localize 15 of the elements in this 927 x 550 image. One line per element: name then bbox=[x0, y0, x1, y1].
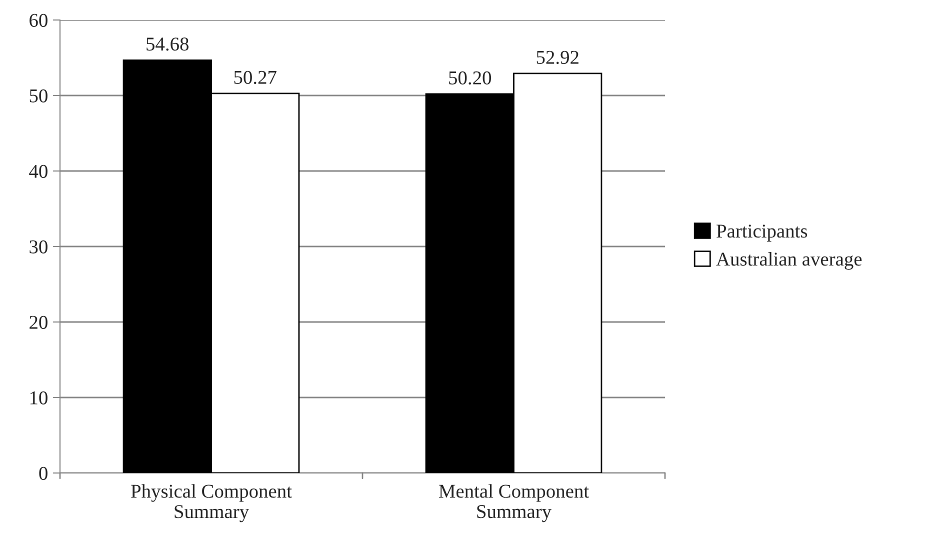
data-label: 52.92 bbox=[536, 50, 578, 64]
y-tick-label: 50 bbox=[30, 89, 48, 102]
y-tick-label: 60 bbox=[30, 14, 48, 27]
y-tick-label: 30 bbox=[30, 240, 48, 254]
legend-label: Participants bbox=[716, 224, 808, 242]
data-label: 54.68 bbox=[146, 38, 189, 51]
x-tick-label: Mental Component Summary bbox=[438, 484, 589, 522]
y-tick-label: 0 bbox=[39, 466, 48, 480]
x-tick-label: Physical Component Summary bbox=[131, 484, 292, 522]
y-tick-label: 40 bbox=[29, 164, 48, 178]
data-label: 50.20 bbox=[449, 71, 492, 85]
y-tick-label: 20 bbox=[30, 316, 48, 329]
legend-label: Australian average bbox=[716, 252, 862, 270]
y-tick-label: 10 bbox=[30, 391, 48, 404]
data-label: 50.27 bbox=[234, 70, 276, 84]
